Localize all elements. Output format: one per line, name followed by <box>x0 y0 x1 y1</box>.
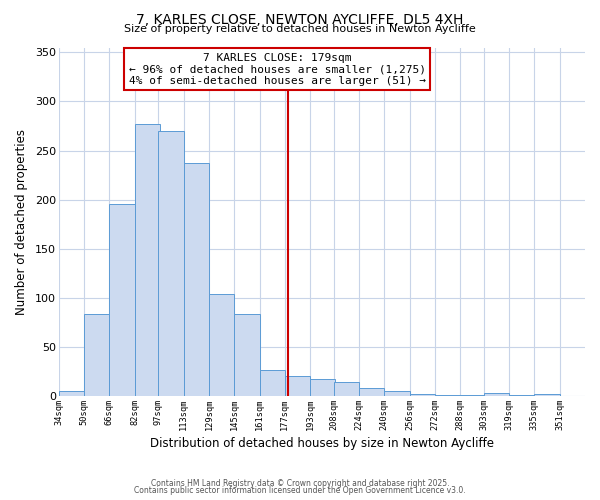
Bar <box>109 204 134 396</box>
Bar <box>184 164 209 396</box>
Bar <box>234 314 260 396</box>
Text: 7 KARLES CLOSE: 179sqm
← 96% of detached houses are smaller (1,275)
4% of semi-d: 7 KARLES CLOSE: 179sqm ← 96% of detached… <box>129 52 426 86</box>
Text: Contains public sector information licensed under the Open Government Licence v3: Contains public sector information licen… <box>134 486 466 495</box>
Bar <box>509 395 535 396</box>
Text: Size of property relative to detached houses in Newton Aycliffe: Size of property relative to detached ho… <box>124 24 476 34</box>
Bar <box>134 124 160 396</box>
Text: Contains HM Land Registry data © Crown copyright and database right 2025.: Contains HM Land Registry data © Crown c… <box>151 478 449 488</box>
Bar <box>484 393 509 396</box>
Bar <box>460 395 485 396</box>
Bar <box>59 391 84 396</box>
Bar <box>209 294 234 396</box>
Bar <box>84 314 109 396</box>
Bar <box>410 394 435 396</box>
Text: 7, KARLES CLOSE, NEWTON AYCLIFFE, DL5 4XH: 7, KARLES CLOSE, NEWTON AYCLIFFE, DL5 4X… <box>136 12 464 26</box>
Bar <box>260 370 285 396</box>
Bar <box>435 395 460 396</box>
Bar <box>158 131 184 396</box>
Bar <box>359 388 385 396</box>
Bar <box>310 379 335 396</box>
Y-axis label: Number of detached properties: Number of detached properties <box>15 128 28 314</box>
Bar <box>535 394 560 396</box>
Bar <box>334 382 359 396</box>
X-axis label: Distribution of detached houses by size in Newton Aycliffe: Distribution of detached houses by size … <box>150 437 494 450</box>
Bar <box>285 376 310 396</box>
Bar <box>385 391 410 396</box>
